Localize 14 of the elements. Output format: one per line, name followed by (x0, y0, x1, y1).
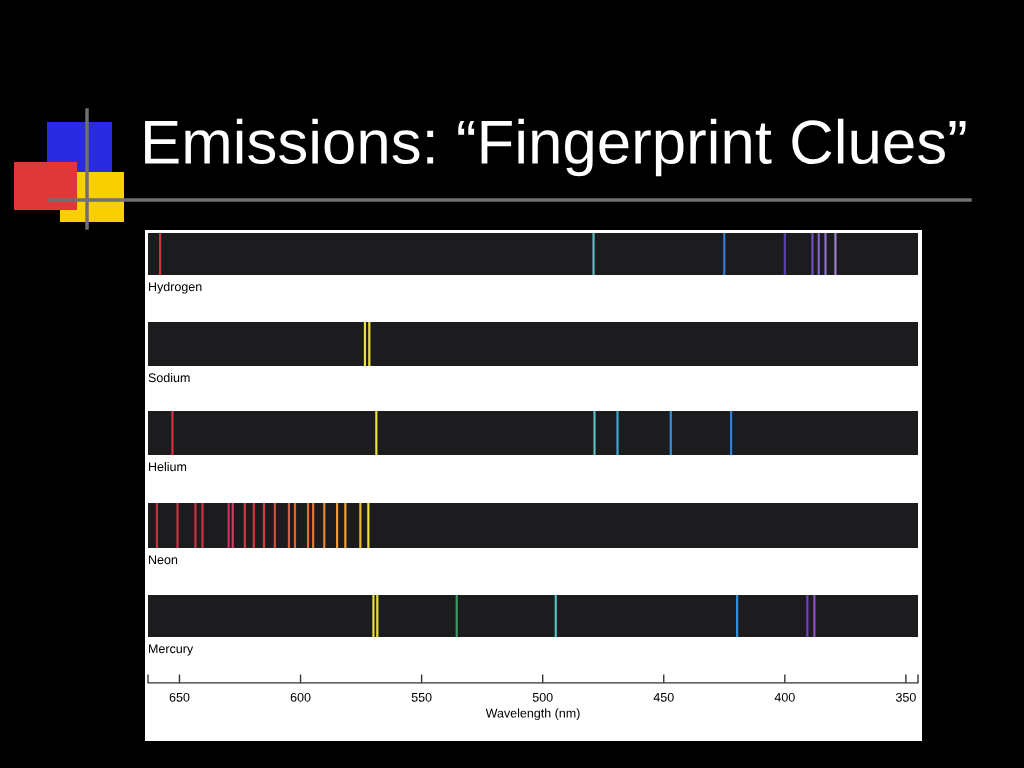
text: Sodium (148, 372, 190, 383)
x-tick-label: 500 (532, 692, 553, 702)
x-tick-label: 400 (774, 692, 795, 702)
x-tick-label: 550 (411, 692, 432, 702)
x-tick-label: 450 (653, 692, 674, 702)
text: Helium (149, 461, 187, 472)
text: Mercury (149, 644, 194, 656)
x-tick-label: 600 (290, 692, 311, 702)
x-tick-label: 650 (169, 692, 190, 702)
text: Emissions: “Fingerprint Clues” (145, 118, 966, 177)
x-axis-title: Wavelength (nm) (485, 708, 580, 721)
x-tick-label: 350 (895, 692, 916, 702)
text: Hydrogen (149, 281, 202, 294)
text: Neon (149, 555, 178, 565)
